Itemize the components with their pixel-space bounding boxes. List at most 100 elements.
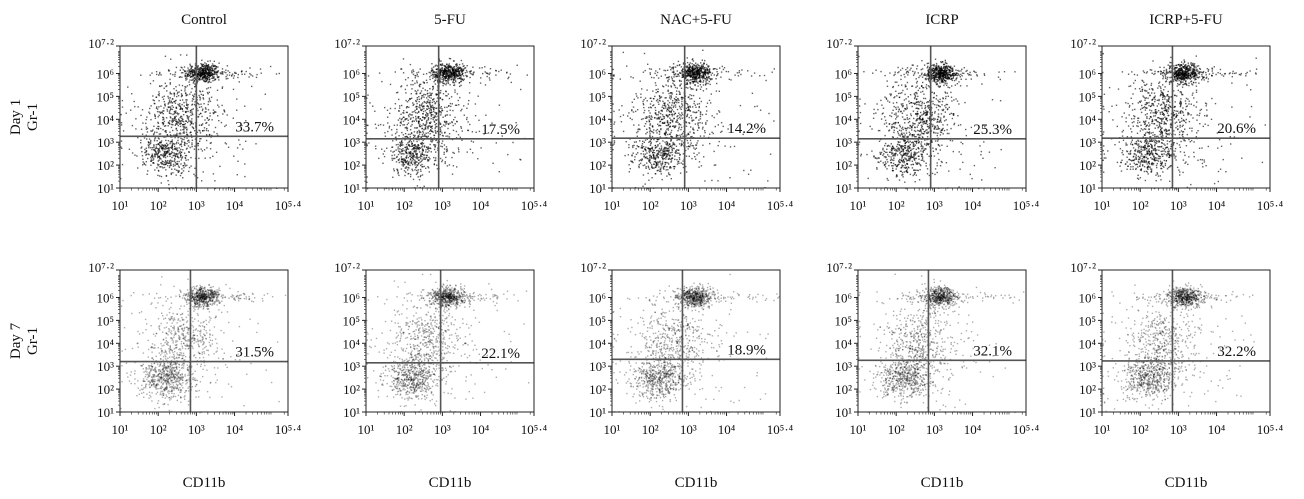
event-point: [509, 73, 512, 75]
event-point: [421, 103, 423, 105]
event-point: [455, 72, 458, 74]
event-point: [198, 78, 201, 80]
event-point: [444, 125, 446, 127]
event-point: [207, 109, 210, 111]
event-point: [691, 78, 694, 80]
event-point: [188, 69, 190, 71]
event-point: [730, 79, 732, 81]
event-point: [401, 118, 403, 120]
y-tick-label: 10¹: [343, 181, 360, 196]
event-point: [224, 125, 226, 128]
event-point: [175, 110, 177, 112]
event-point: [637, 130, 639, 133]
event-point: [430, 97, 432, 99]
event-point: [661, 152, 664, 154]
event-point: [208, 76, 210, 78]
event-point: [421, 95, 423, 97]
event-point: [657, 149, 659, 152]
event-point: [421, 145, 424, 147]
event-point: [222, 113, 224, 115]
event-point: [153, 149, 155, 151]
event-point: [191, 79, 194, 81]
event-point: [430, 151, 432, 153]
event-points: [366, 51, 528, 190]
event-point: [663, 148, 665, 150]
event-point: [180, 129, 182, 131]
event-point: [169, 146, 172, 149]
event-point: [186, 137, 188, 139]
event-point: [155, 96, 158, 98]
event-point: [935, 62, 938, 65]
event-point: [435, 132, 437, 134]
event-point: [405, 118, 407, 120]
event-point: [672, 119, 674, 121]
event-point: [419, 92, 421, 95]
event-point: [455, 130, 458, 133]
event-point: [632, 77, 634, 79]
event-point: [660, 128, 662, 130]
event-point: [452, 124, 454, 127]
event-point: [679, 136, 682, 138]
event-point: [436, 168, 439, 170]
event-point: [434, 79, 436, 82]
event-point: [187, 118, 190, 121]
event-point: [157, 164, 159, 167]
event-point: [433, 117, 435, 119]
event-point: [154, 147, 157, 150]
event-point: [664, 165, 666, 168]
event-point: [186, 147, 188, 149]
event-point: [406, 127, 408, 130]
event-point: [399, 117, 401, 120]
event-point: [657, 123, 659, 125]
event-point: [191, 73, 194, 76]
event-point: [165, 130, 167, 132]
event-point: [429, 72, 432, 74]
event-point: [206, 128, 208, 130]
event-point: [169, 142, 171, 145]
event-point: [150, 119, 152, 121]
event-point: [638, 163, 640, 166]
event-point: [155, 153, 157, 155]
event-point: [181, 123, 184, 126]
event-point: [406, 135, 408, 138]
event-point: [202, 63, 205, 66]
event-point: [667, 127, 669, 130]
event-point: [681, 132, 684, 135]
event-point: [164, 148, 166, 150]
event-point: [460, 78, 462, 80]
event-point: [643, 106, 645, 109]
event-point: [444, 115, 446, 117]
event-point: [478, 130, 481, 133]
event-point: [397, 171, 399, 173]
event-point: [204, 157, 206, 159]
event-point: [678, 99, 680, 101]
event-point: [158, 148, 160, 151]
event-point: [154, 131, 156, 133]
event-point: [174, 153, 176, 155]
event-point: [176, 93, 179, 95]
event-point: [685, 66, 688, 69]
event-point: [178, 105, 181, 107]
event-point: [691, 144, 693, 147]
event-point: [445, 95, 447, 97]
event-point: [700, 67, 702, 70]
event-point: [223, 110, 226, 112]
event-point: [159, 73, 161, 75]
event-point: [176, 132, 178, 135]
event-point: [410, 162, 412, 164]
event-point: [459, 72, 461, 74]
event-point: [186, 128, 188, 130]
event-point: [445, 90, 447, 93]
event-point: [416, 74, 418, 76]
event-point: [427, 167, 430, 169]
event-point: [181, 95, 183, 97]
event-point: [426, 104, 429, 107]
event-point: [450, 71, 452, 74]
event-point: [202, 71, 204, 73]
event-point: [192, 108, 194, 110]
event-point: [418, 156, 420, 159]
event-point: [671, 104, 673, 106]
event-point: [411, 148, 413, 151]
event-point: [439, 131, 442, 133]
